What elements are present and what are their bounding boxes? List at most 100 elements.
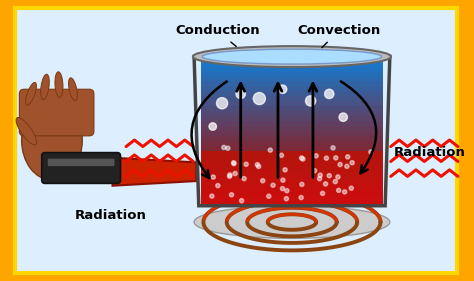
- Bar: [201, 116, 383, 121]
- Circle shape: [279, 153, 283, 157]
- Ellipse shape: [16, 117, 36, 145]
- Text: Conduction: Conduction: [175, 24, 260, 46]
- FancyBboxPatch shape: [42, 153, 120, 183]
- Bar: [201, 151, 383, 156]
- Circle shape: [300, 156, 304, 160]
- Circle shape: [261, 179, 265, 183]
- Circle shape: [231, 161, 236, 165]
- Circle shape: [346, 155, 350, 159]
- Bar: [201, 62, 383, 67]
- Circle shape: [268, 148, 273, 152]
- Circle shape: [334, 156, 338, 160]
- Circle shape: [305, 96, 316, 106]
- Circle shape: [228, 173, 232, 177]
- Circle shape: [320, 191, 325, 196]
- Circle shape: [211, 175, 215, 179]
- Circle shape: [345, 164, 349, 168]
- FancyBboxPatch shape: [19, 89, 94, 136]
- Circle shape: [337, 188, 341, 192]
- Circle shape: [349, 186, 353, 190]
- Text: Convection: Convection: [297, 24, 380, 48]
- Circle shape: [283, 168, 287, 172]
- Circle shape: [299, 196, 303, 200]
- Bar: [201, 76, 383, 81]
- Bar: [201, 56, 383, 62]
- Circle shape: [226, 146, 230, 150]
- Circle shape: [318, 177, 322, 181]
- Circle shape: [301, 157, 305, 161]
- Bar: [201, 87, 383, 91]
- Bar: [201, 136, 383, 141]
- Bar: [201, 196, 383, 201]
- Circle shape: [256, 164, 261, 169]
- Circle shape: [216, 183, 220, 188]
- Text: Radiation: Radiation: [74, 209, 146, 221]
- Bar: [201, 186, 383, 191]
- Circle shape: [369, 150, 373, 154]
- Circle shape: [338, 162, 342, 167]
- Circle shape: [244, 162, 248, 166]
- Circle shape: [281, 187, 284, 191]
- Bar: [201, 146, 383, 151]
- Bar: [201, 166, 383, 171]
- Bar: [201, 161, 383, 166]
- Circle shape: [242, 176, 246, 181]
- Circle shape: [339, 113, 347, 121]
- Ellipse shape: [193, 46, 391, 67]
- Circle shape: [300, 182, 304, 187]
- Circle shape: [278, 85, 287, 93]
- Bar: [201, 67, 383, 72]
- Ellipse shape: [69, 78, 77, 101]
- Polygon shape: [112, 158, 196, 186]
- Ellipse shape: [26, 82, 36, 105]
- Circle shape: [284, 197, 289, 201]
- Circle shape: [228, 174, 232, 178]
- Circle shape: [323, 182, 328, 186]
- Circle shape: [331, 146, 335, 150]
- Circle shape: [285, 189, 289, 193]
- Bar: [201, 131, 383, 136]
- Circle shape: [318, 173, 322, 177]
- Bar: [201, 81, 383, 87]
- Circle shape: [232, 161, 236, 166]
- Bar: [201, 141, 383, 146]
- Circle shape: [209, 123, 217, 130]
- Ellipse shape: [41, 74, 49, 99]
- Bar: [201, 191, 383, 196]
- Circle shape: [253, 92, 265, 105]
- Circle shape: [314, 154, 318, 158]
- Circle shape: [233, 171, 237, 176]
- Circle shape: [255, 163, 259, 167]
- Bar: [201, 96, 383, 101]
- Ellipse shape: [202, 49, 382, 64]
- Circle shape: [222, 145, 226, 149]
- Circle shape: [229, 193, 234, 197]
- Text: Radiation: Radiation: [393, 146, 465, 159]
- Circle shape: [217, 98, 228, 109]
- Bar: [201, 176, 383, 181]
- Ellipse shape: [22, 101, 82, 180]
- Circle shape: [267, 194, 271, 198]
- Bar: [201, 91, 383, 96]
- Circle shape: [327, 174, 331, 178]
- Circle shape: [210, 194, 214, 198]
- Ellipse shape: [55, 72, 63, 98]
- Circle shape: [281, 178, 285, 182]
- Bar: [201, 72, 383, 76]
- Circle shape: [312, 169, 317, 173]
- Ellipse shape: [194, 206, 390, 238]
- Circle shape: [343, 190, 347, 194]
- Circle shape: [324, 156, 328, 160]
- Bar: [201, 201, 383, 206]
- Circle shape: [350, 161, 354, 165]
- Bar: [201, 181, 383, 186]
- FancyBboxPatch shape: [48, 159, 114, 166]
- Circle shape: [271, 183, 275, 187]
- Bar: [201, 121, 383, 126]
- Circle shape: [333, 180, 337, 184]
- Bar: [201, 171, 383, 176]
- Circle shape: [236, 89, 246, 99]
- Bar: [201, 101, 383, 106]
- Bar: [201, 111, 383, 116]
- Bar: [201, 126, 383, 131]
